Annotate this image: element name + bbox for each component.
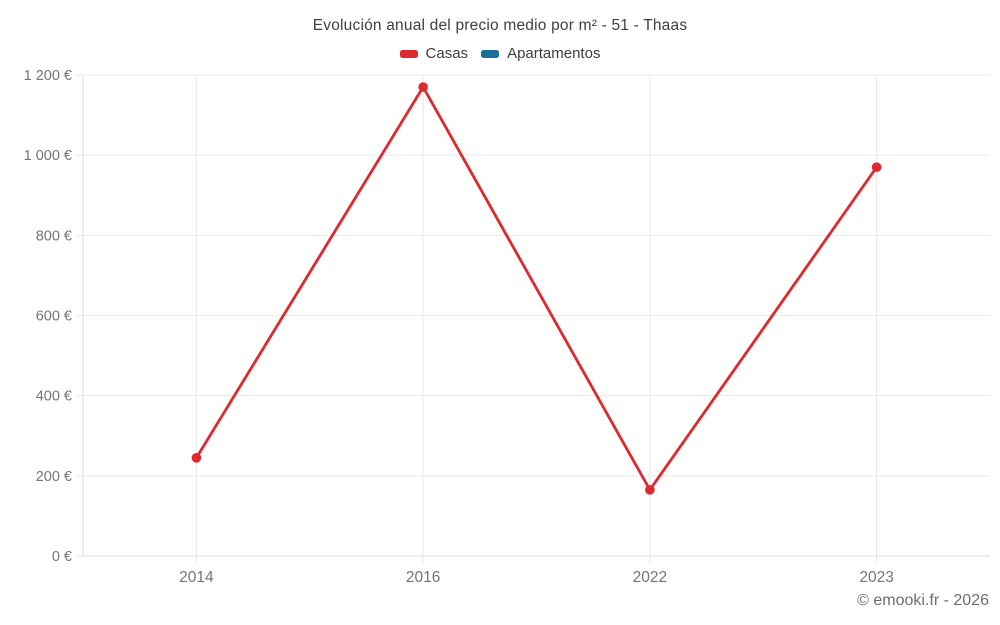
legend-label-apartamentos: Apartamentos	[507, 45, 601, 62]
chart-title: Evolución anual del precio medio por m² …	[312, 17, 688, 34]
casas-series-swatch-icon	[399, 49, 418, 58]
y-axis-tick-label: 1 000 €	[24, 148, 72, 164]
data-point-casas-2014[interactable]	[191, 452, 202, 463]
legend-label-casas: Casas	[425, 45, 469, 62]
y-axis-tick-label: 1 200 €	[24, 68, 72, 84]
y-axis-tick-label: 200 €	[36, 469, 72, 485]
y-axis-tick-label: 600 €	[36, 309, 72, 325]
apartamentos-series-swatch-icon	[481, 49, 500, 58]
data-point-casas-2022[interactable]	[645, 485, 655, 495]
data-point-casas-2016[interactable]	[418, 82, 428, 92]
x-axis-tick-label: 2014	[179, 569, 214, 586]
y-axis-tick-label: 0 €	[52, 549, 72, 565]
series-line-casas	[194, 85, 879, 492]
legend-item-apartamentos[interactable]: Apartamentos	[481, 45, 600, 62]
x-axis-tick-label: 2023	[859, 569, 893, 586]
x-axis-tick-label: 2022	[633, 569, 667, 586]
data-point-casas-2023[interactable]	[871, 162, 882, 172]
y-axis-tick-label: 800 €	[36, 228, 72, 244]
footer-credit: © emooki.fr - 2026	[857, 592, 989, 609]
x-axis-tick-label: 2016	[406, 569, 440, 586]
legend-item-casas[interactable]: Casas	[399, 45, 469, 62]
y-axis-tick-label: 400 €	[36, 389, 72, 405]
chart-legend: Casas Apartamentos	[0, 45, 1000, 62]
